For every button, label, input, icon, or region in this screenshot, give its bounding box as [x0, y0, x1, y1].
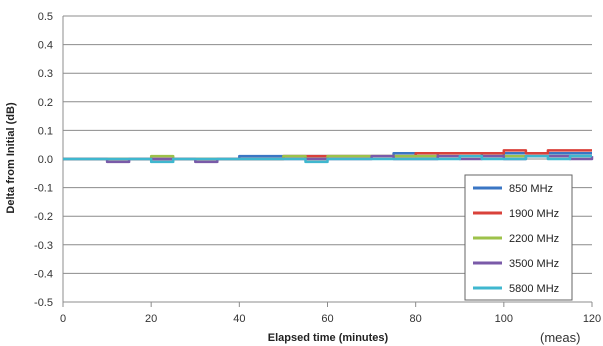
legend-label: 5800 MHz: [509, 283, 559, 295]
x-tick-label: 80: [410, 313, 422, 325]
meas-note: (meas): [540, 330, 580, 345]
y-tick-label: -0.1: [34, 183, 53, 195]
x-tick-labels: 0 20 40 60 80 100 120: [60, 313, 601, 325]
y-tick-label: -0.2: [34, 211, 53, 223]
x-tick-label: 60: [321, 313, 333, 325]
x-tick-label: 40: [233, 313, 245, 325]
y-tick-label: -0.5: [34, 297, 53, 309]
legend-label: 850 MHz: [509, 183, 553, 195]
y-tick-label: -0.3: [34, 240, 53, 252]
y-tick-label: 0.3: [38, 68, 53, 80]
y-tick-labels: 0.5 0.4 0.3 0.2 0.1 0.0 -0.1 -0.2 -0.3 -0.4 -0.5: [34, 11, 53, 309]
legend: 850 MHz 1900 MHz 2200 MHz 3500 MHz 5800 MHz: [464, 174, 573, 301]
y-tick-label: 0.1: [38, 125, 53, 137]
series-layer: [63, 149, 594, 164]
y-tick-label: 0.4: [38, 40, 53, 52]
y-tick-label: 0.5: [38, 11, 53, 23]
x-tick-label: 100: [495, 313, 513, 325]
legend-label: 3500 MHz: [509, 258, 559, 270]
legend-label: 2200 MHz: [509, 233, 559, 245]
legend-label: 1900 MHz: [509, 208, 559, 220]
x-tick-label: 20: [145, 313, 157, 325]
y-tick-label: 0.2: [38, 97, 53, 109]
x-tick-label: 120: [583, 313, 601, 325]
series-line-5800-mhz: [63, 154, 592, 164]
y-tick-label: -0.4: [34, 268, 53, 280]
x-axis-title: Elapsed time (minutes): [268, 332, 389, 344]
x-tick-label: 0: [60, 313, 66, 325]
y-tick-label: 0.0: [38, 154, 53, 166]
y-axis-title: Delta from Initial (dB): [5, 102, 17, 214]
